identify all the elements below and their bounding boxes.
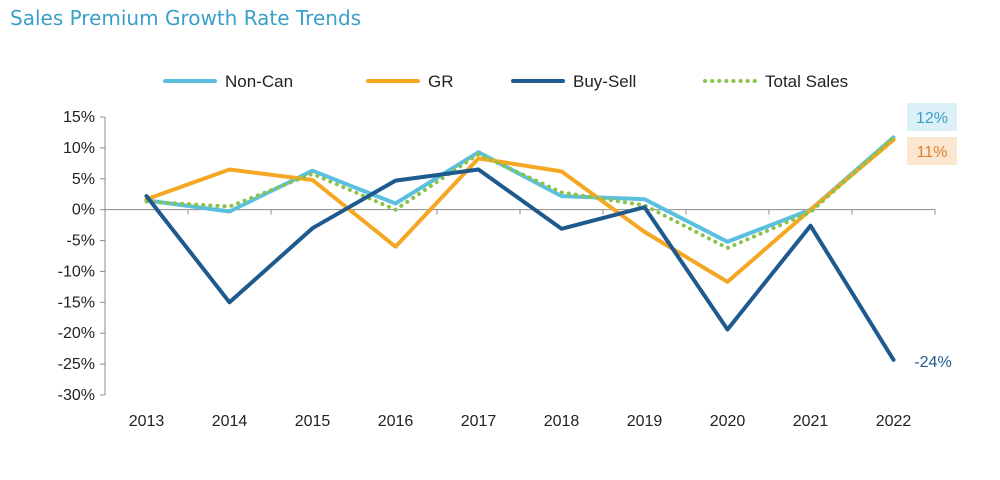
x-tick-label: 2018 [544,413,580,430]
legend-label-non-can: Non-Can [225,72,293,91]
annotation-box-non-can [907,103,957,131]
legend-label-gr: GR [428,72,454,91]
annotation-label-buy-sell: -24% [914,354,951,371]
x-tick-label: 2016 [378,413,414,430]
x-tick-label: 2013 [129,413,165,430]
x-tick-label: 2017 [461,413,497,430]
x-tick-label: 2019 [627,413,663,430]
y-tick-label: 10% [63,140,95,157]
x-tick-label: 2014 [212,413,248,430]
annotation-label-non-can: 12% [916,110,948,127]
x-tick-label: 2015 [295,413,331,430]
y-tick-label: -20% [58,325,95,342]
series-line-gr [144,137,896,284]
chart-title: Sales Premium Growth Rate Trends [10,6,362,30]
y-tick-label: 15% [63,109,95,126]
annotation-label-gr: 11% [917,144,948,161]
x-tick-label: 2022 [876,413,912,430]
y-tick-label: 5% [72,171,95,188]
legend-label-buy-sell: Buy-Sell [573,72,636,91]
series-line-buy-sell [144,167,896,362]
x-tick-label: 2021 [793,413,829,430]
y-tick-label: 0% [72,202,95,219]
x-tick-label: 2020 [710,413,746,430]
y-tick-label: -30% [58,387,95,404]
y-tick-label: -5% [67,233,95,250]
legend-label-total-sales: Total Sales [765,72,848,91]
y-tick-label: -10% [58,263,95,280]
series-line-total-sales [144,135,896,250]
y-tick-label: -25% [58,356,95,373]
annotation-box-gr [907,137,957,165]
y-tick-label: -15% [58,294,95,311]
